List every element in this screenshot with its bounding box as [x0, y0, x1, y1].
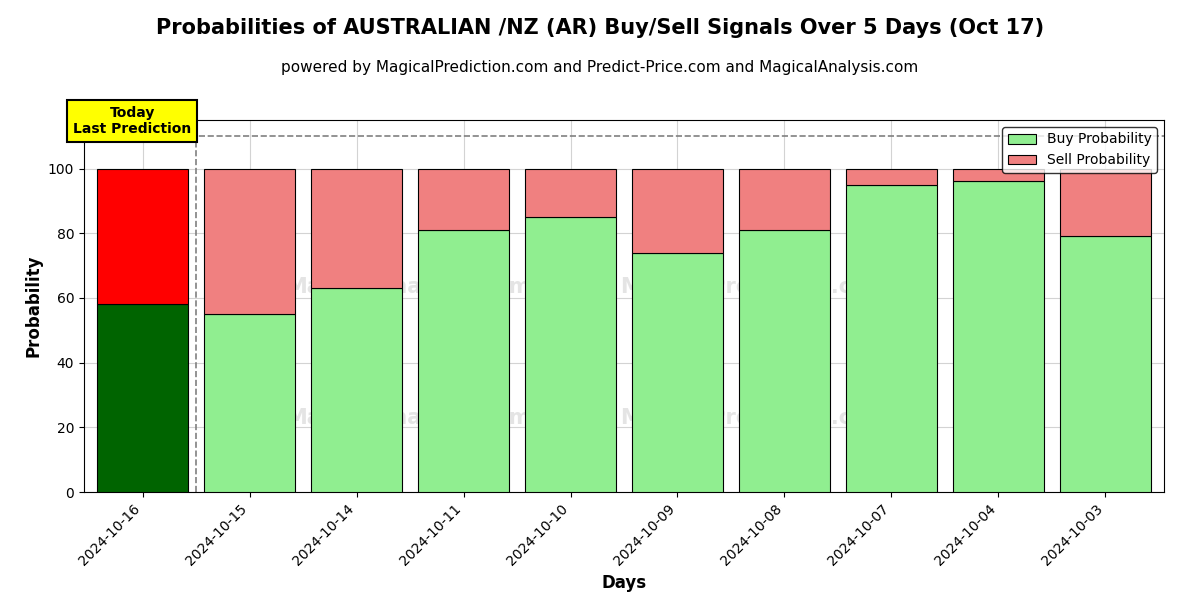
Text: MagicalAnalysis.com: MagicalAnalysis.com [286, 407, 530, 428]
Bar [204, 314, 295, 492]
Bar [204, 169, 295, 314]
Bar [739, 169, 830, 230]
Text: MagicalPrediction.com: MagicalPrediction.com [620, 277, 887, 298]
Y-axis label: Probability: Probability [24, 255, 42, 357]
Text: powered by MagicalPrediction.com and Predict-Price.com and MagicalAnalysis.com: powered by MagicalPrediction.com and Pre… [281, 60, 919, 75]
Bar [846, 185, 937, 492]
Bar [311, 288, 402, 492]
Bar [739, 230, 830, 492]
Text: MagicalAnalysis.com: MagicalAnalysis.com [286, 277, 530, 298]
Bar [1060, 236, 1151, 492]
Bar [526, 217, 616, 492]
Legend: Buy Probability, Sell Probability: Buy Probability, Sell Probability [1002, 127, 1157, 173]
Bar [953, 181, 1044, 492]
X-axis label: Days: Days [601, 574, 647, 592]
Text: Probabilities of AUSTRALIAN /NZ (AR) Buy/Sell Signals Over 5 Days (Oct 17): Probabilities of AUSTRALIAN /NZ (AR) Buy… [156, 18, 1044, 38]
Bar [1060, 169, 1151, 236]
Text: MagicalPrediction.com: MagicalPrediction.com [620, 407, 887, 428]
Bar [311, 169, 402, 288]
Bar [418, 169, 509, 230]
Bar [632, 253, 722, 492]
Text: Today
Last Prediction: Today Last Prediction [73, 106, 191, 136]
Bar [97, 169, 188, 304]
Bar [953, 169, 1044, 181]
Bar [526, 169, 616, 217]
Bar [97, 304, 188, 492]
Bar [632, 169, 722, 253]
Bar [418, 230, 509, 492]
Bar [846, 169, 937, 185]
